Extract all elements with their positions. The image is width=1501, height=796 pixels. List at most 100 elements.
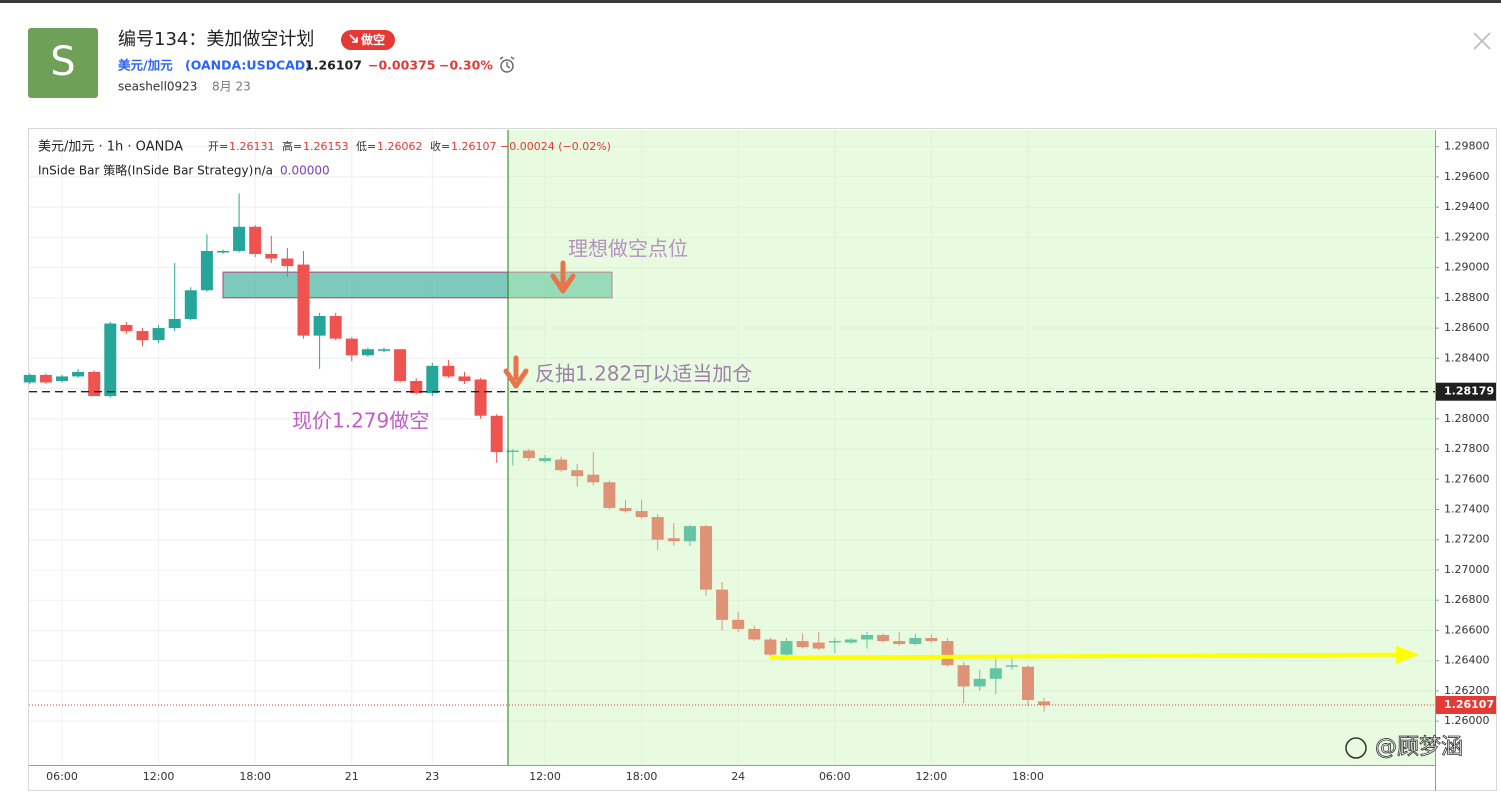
candle-body [861,634,873,640]
x-tick-label: 12:00 [529,770,561,783]
candle-body [329,315,342,339]
badge-text: 做空 [360,32,385,47]
date: 8月 23 [212,80,251,94]
period-overlay [508,130,1435,765]
candle-body [249,226,262,254]
candle-body [506,450,519,453]
candle-body [700,526,712,590]
avatar[interactable] [28,28,98,98]
ticker[interactable]: (OANDA:USDCAD) [185,58,311,73]
indicator-name: InSide Bar 策略(InSide Bar Strategy) [38,163,253,178]
author[interactable]: seashell0923 [118,80,197,94]
candle-body [748,628,761,640]
candle-body [941,641,954,666]
candle-body [587,474,600,483]
legend-change: −0.00024 (−0.02%) [500,140,611,153]
legend-title: 美元/加元 · 1h · OANDA [38,140,183,155]
y-tick-label: 1.28000 [1444,412,1490,425]
candle-body [571,470,584,477]
x-tick-label: 18:00 [239,770,271,783]
top-bar [0,0,1501,3]
y-tick-label: 1.28400 [1444,351,1490,364]
candle-body [426,365,439,394]
candle-body [345,338,358,356]
x-tick-label: 18:00 [626,770,658,783]
annotation: 理想做空点位 [568,237,688,261]
candle-body [973,678,986,687]
candle-body [72,371,85,377]
candle-body [1022,666,1034,700]
candle-body [200,250,213,291]
y-tick-label: 1.28800 [1444,291,1490,304]
y-tick-label: 1.29200 [1444,230,1490,243]
candle-body [844,639,857,643]
x-tick-label: 06:00 [819,770,851,783]
chart: 1.29800 1.29600 1.29400 1.29200 1.29000 1.288… [23,130,1496,791]
watermark-icon [1345,737,1367,759]
candle-body [120,325,133,332]
candle-body [732,619,745,629]
annotation: 反抽1.282可以适当加仓 [535,362,752,386]
close-button[interactable] [1473,32,1491,50]
candle-body [217,250,229,253]
price: 1.26107 [305,58,362,73]
x-tick-label: 18:00 [1012,770,1044,783]
candle-body [233,226,246,251]
candle-body [410,380,423,394]
candle-body [104,323,117,397]
candle-body [39,374,52,383]
x-tick-label: 12:00 [916,770,948,783]
legend-key: 低= [356,140,376,153]
y-tick-label: 1.29800 [1444,140,1490,153]
candle-body [88,371,101,397]
candle-body [716,589,729,620]
y-tick-label: 1.26600 [1444,623,1490,636]
candle-body [909,638,922,645]
candle-body [184,290,197,319]
annotation: 现价1.279做空 [292,409,429,433]
candle-body [619,507,632,511]
candle-body [603,482,616,508]
trend-arrow-head [1396,645,1419,664]
candle-body [683,526,696,542]
x-tick-label: 21 [345,770,359,783]
y-tick-label: 1.26400 [1444,654,1490,667]
candle-body [152,328,165,341]
candle-body [458,376,471,381]
y-tick-label: 1.26000 [1444,714,1490,727]
candle-body [1038,701,1051,705]
candle-body [796,641,809,648]
candle-body [877,634,890,642]
candle-body [539,458,551,462]
alarm-icon[interactable] [499,56,515,73]
candle-body [490,415,503,453]
legend-key: 高= [282,139,302,153]
x-tick-label: 23 [425,770,439,783]
candle-body [442,365,455,377]
legend-value: 1.26062 [377,140,423,153]
candle-body [56,376,68,381]
candle-body [667,538,680,542]
legend-value: 1.26107 [451,140,497,153]
last-price-box [1436,695,1496,714]
change: −0.00375 [368,58,435,73]
y-tick-label: 1.27200 [1444,533,1490,546]
candle-body [780,641,793,655]
y-tick-label: 1.26800 [1444,593,1490,606]
candle-body [635,511,648,518]
candle-body [474,379,487,416]
candle-body [893,641,906,645]
symbol[interactable]: 美元/加元 [118,58,173,73]
idea-title: 编号134：美加做空计划 [118,29,314,50]
legend-key: 开= [208,140,228,153]
y-tick-label: 1.28600 [1444,321,1490,334]
last-price-label: 1.26107 [1444,698,1494,711]
y-tick-label: 1.29600 [1444,170,1490,183]
y-tick-label: 1.27600 [1444,472,1490,485]
candle-body [168,318,181,329]
badge [341,30,395,50]
indicator-status: n/a [254,164,273,178]
x-tick-label: 24 [731,770,745,783]
legend-value: 1.26153 [303,140,349,153]
